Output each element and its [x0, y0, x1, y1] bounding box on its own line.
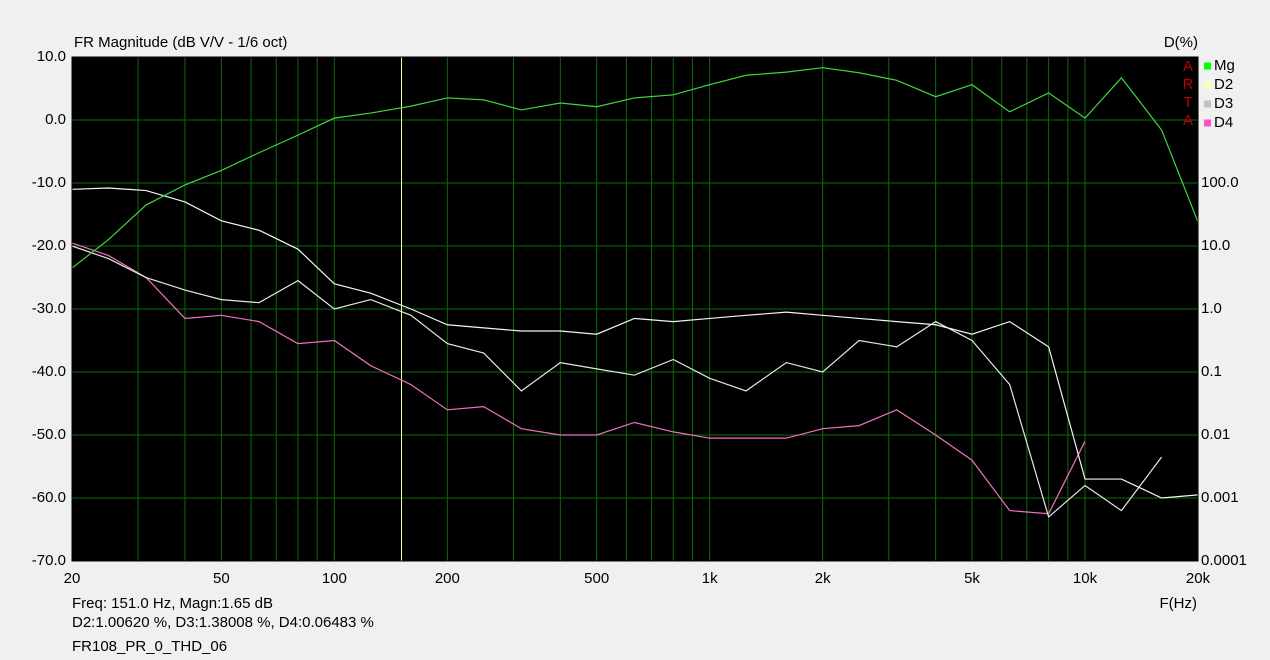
y-tick-label: -50.0 — [32, 426, 66, 443]
legend-swatch — [1204, 81, 1211, 89]
watermark-letter: A — [1183, 58, 1193, 75]
watermark-letter: A — [1183, 112, 1193, 129]
chart-title: FR Magnitude (dB V/V - 1/6 oct) — [74, 34, 287, 51]
y2-tick-label: 0.01 — [1201, 426, 1230, 443]
y-tick-label: 10.0 — [37, 48, 66, 65]
y2-tick-label: 1.0 — [1201, 300, 1222, 317]
x-axis-label: F(Hz) — [1160, 595, 1198, 612]
y2-tick-label: 100.0 — [1201, 174, 1239, 191]
y-tick-label: -40.0 — [32, 363, 66, 380]
series-line — [71, 67, 1199, 269]
y2-tick-label: 0.001 — [1201, 489, 1239, 506]
x-tick-label: 5k — [964, 570, 980, 587]
x-tick-label: 1k — [702, 570, 718, 587]
series-line — [71, 242, 1086, 515]
legend-label: D3 — [1214, 95, 1233, 112]
y-tick-label: -70.0 — [32, 552, 66, 569]
x-tick-label: 2k — [815, 570, 831, 587]
plot-border — [71, 56, 1199, 562]
x-tick-label: 500 — [584, 570, 609, 587]
y-tick-label: -20.0 — [32, 237, 66, 254]
cursor-readout: D2:1.00620 %, D3:1.38008 %, D4:0.06483 % — [72, 614, 374, 631]
cursor-readout: Freq: 151.0 Hz, Magn:1.65 dB — [72, 595, 273, 612]
x-tick-label: 10k — [1073, 570, 1098, 587]
legend-label: Mg — [1214, 57, 1235, 74]
y2-tick-label: 0.0001 — [1201, 552, 1247, 569]
x-tick-label: 200 — [435, 570, 460, 587]
legend-swatch — [1204, 119, 1211, 127]
y2-tick-label: 10.0 — [1201, 237, 1230, 254]
watermark-letter: R — [1183, 76, 1194, 93]
x-tick-label: 100 — [322, 570, 347, 587]
y-tick-label: -10.0 — [32, 174, 66, 191]
legend-swatch — [1204, 100, 1211, 108]
y2-axis-label: D(%) — [1164, 34, 1198, 51]
y-tick-label: -30.0 — [32, 300, 66, 317]
legend-label: D4 — [1214, 114, 1233, 131]
legend-label: D2 — [1214, 76, 1233, 93]
x-tick-label: 50 — [213, 570, 230, 587]
series-line — [71, 245, 1163, 519]
y-tick-label: -60.0 — [32, 489, 66, 506]
watermark-letter: T — [1183, 94, 1192, 111]
y-tick-label: 0.0 — [45, 111, 66, 128]
series-line — [71, 187, 1199, 499]
x-tick-label: 20k — [1186, 570, 1211, 587]
file-name: FR108_PR_0_THD_06 — [72, 638, 227, 655]
x-tick-label: 20 — [64, 570, 81, 587]
legend-swatch — [1204, 62, 1211, 70]
y2-tick-label: 0.1 — [1201, 363, 1222, 380]
